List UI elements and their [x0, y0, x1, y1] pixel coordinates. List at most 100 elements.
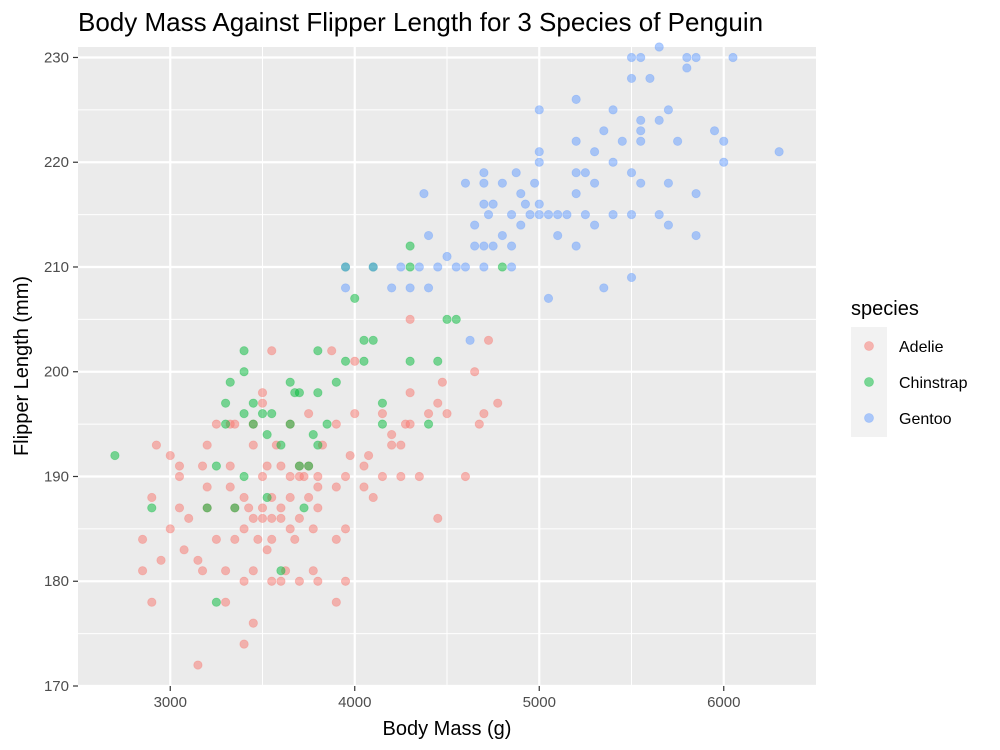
point-adelie [331, 597, 341, 607]
point-adelie [299, 471, 309, 482]
point-adelie [405, 314, 415, 324]
point-gentoo [608, 210, 618, 220]
point-chinstrap [423, 419, 434, 429]
point-gentoo [673, 136, 683, 146]
point-adelie [267, 576, 277, 586]
point-adelie [221, 566, 231, 576]
x-axis-ticks: 3000 4000 5000 6000 [154, 686, 740, 711]
point-gentoo [543, 293, 554, 304]
point-gentoo [405, 283, 415, 293]
legend-label-gentoo: Gentoo [899, 411, 952, 428]
point-gentoo [636, 178, 646, 188]
point-adelie [147, 597, 157, 607]
point-adelie [308, 566, 318, 576]
point-gentoo [728, 52, 738, 63]
point-chinstrap [377, 419, 388, 429]
point-gentoo [553, 210, 563, 220]
point-adelie [359, 461, 369, 471]
point-adelie [340, 471, 351, 482]
point-adelie [405, 388, 415, 398]
point-chinstrap [202, 503, 212, 513]
point-adelie [225, 461, 235, 471]
point-adelie [479, 409, 489, 419]
point-adelie [248, 618, 258, 628]
point-chinstrap [442, 314, 452, 324]
point-chinstrap [331, 377, 341, 387]
point-adelie [239, 524, 249, 534]
point-chinstrap [322, 419, 332, 429]
point-gentoo [433, 262, 443, 272]
point-adelie [174, 461, 185, 471]
point-adelie [276, 461, 286, 471]
point-gentoo [488, 241, 498, 251]
point-chinstrap [313, 440, 323, 450]
point-adelie [156, 555, 166, 565]
point-adelie [165, 524, 175, 534]
point-adelie [377, 409, 388, 419]
point-gentoo [608, 157, 618, 167]
point-adelie [433, 398, 443, 408]
point-gentoo [663, 105, 674, 115]
point-adelie [350, 409, 360, 419]
x-tick-label: 4000 [338, 694, 371, 711]
point-adelie [313, 482, 323, 492]
point-gentoo [562, 210, 572, 220]
point-adelie [396, 471, 406, 482]
y-axis-title: Flipper Length (mm) [11, 276, 33, 456]
point-gentoo [599, 126, 609, 136]
point-adelie [290, 534, 300, 544]
point-chinstrap [211, 597, 221, 607]
y-tick-label: 180 [44, 573, 69, 590]
point-chinstrap [248, 398, 258, 408]
point-gentoo [340, 283, 351, 293]
point-gentoo [479, 262, 489, 272]
point-adelie [423, 409, 434, 419]
point-chinstrap [262, 492, 272, 503]
point-adelie [211, 534, 221, 544]
point-gentoo [654, 210, 664, 220]
point-chinstrap [299, 503, 309, 513]
point-adelie [340, 576, 351, 586]
point-gentoo [571, 94, 581, 104]
point-gentoo [626, 168, 637, 178]
point-chinstrap [405, 262, 415, 272]
point-adelie [151, 440, 162, 450]
point-adelie [308, 524, 318, 534]
point-gentoo [534, 147, 544, 157]
point-adelie [437, 377, 447, 387]
point-adelie [359, 482, 369, 492]
legend-key-chinstrap [864, 377, 874, 387]
point-chinstrap [377, 398, 388, 408]
point-adelie [377, 471, 388, 482]
point-adelie [262, 545, 272, 555]
point-gentoo [516, 220, 526, 230]
y-tick-label: 210 [44, 259, 69, 276]
point-chinstrap [313, 346, 323, 356]
point-gentoo [636, 136, 646, 146]
point-chinstrap [313, 388, 323, 398]
point-gentoo [691, 189, 701, 199]
point-gentoo [419, 189, 429, 199]
point-gentoo [368, 262, 378, 272]
point-chinstrap [147, 503, 157, 513]
point-adelie [197, 461, 208, 471]
point-adelie [460, 471, 471, 482]
point-adelie [304, 492, 314, 503]
y-tick-label: 170 [44, 678, 69, 695]
point-chinstrap [230, 503, 240, 513]
point-adelie [285, 471, 295, 482]
point-chinstrap [267, 409, 277, 419]
point-adelie [304, 409, 314, 419]
point-chinstrap [308, 429, 318, 440]
point-gentoo [423, 283, 434, 293]
point-adelie [267, 346, 277, 356]
point-chinstrap [211, 461, 221, 471]
point-adelie [137, 534, 148, 544]
point-adelie [197, 566, 208, 576]
point-adelie [285, 492, 295, 503]
point-chinstrap [276, 440, 286, 450]
point-gentoo [387, 283, 397, 293]
point-adelie [267, 513, 277, 523]
point-adelie [276, 513, 286, 523]
point-adelie [211, 419, 221, 429]
